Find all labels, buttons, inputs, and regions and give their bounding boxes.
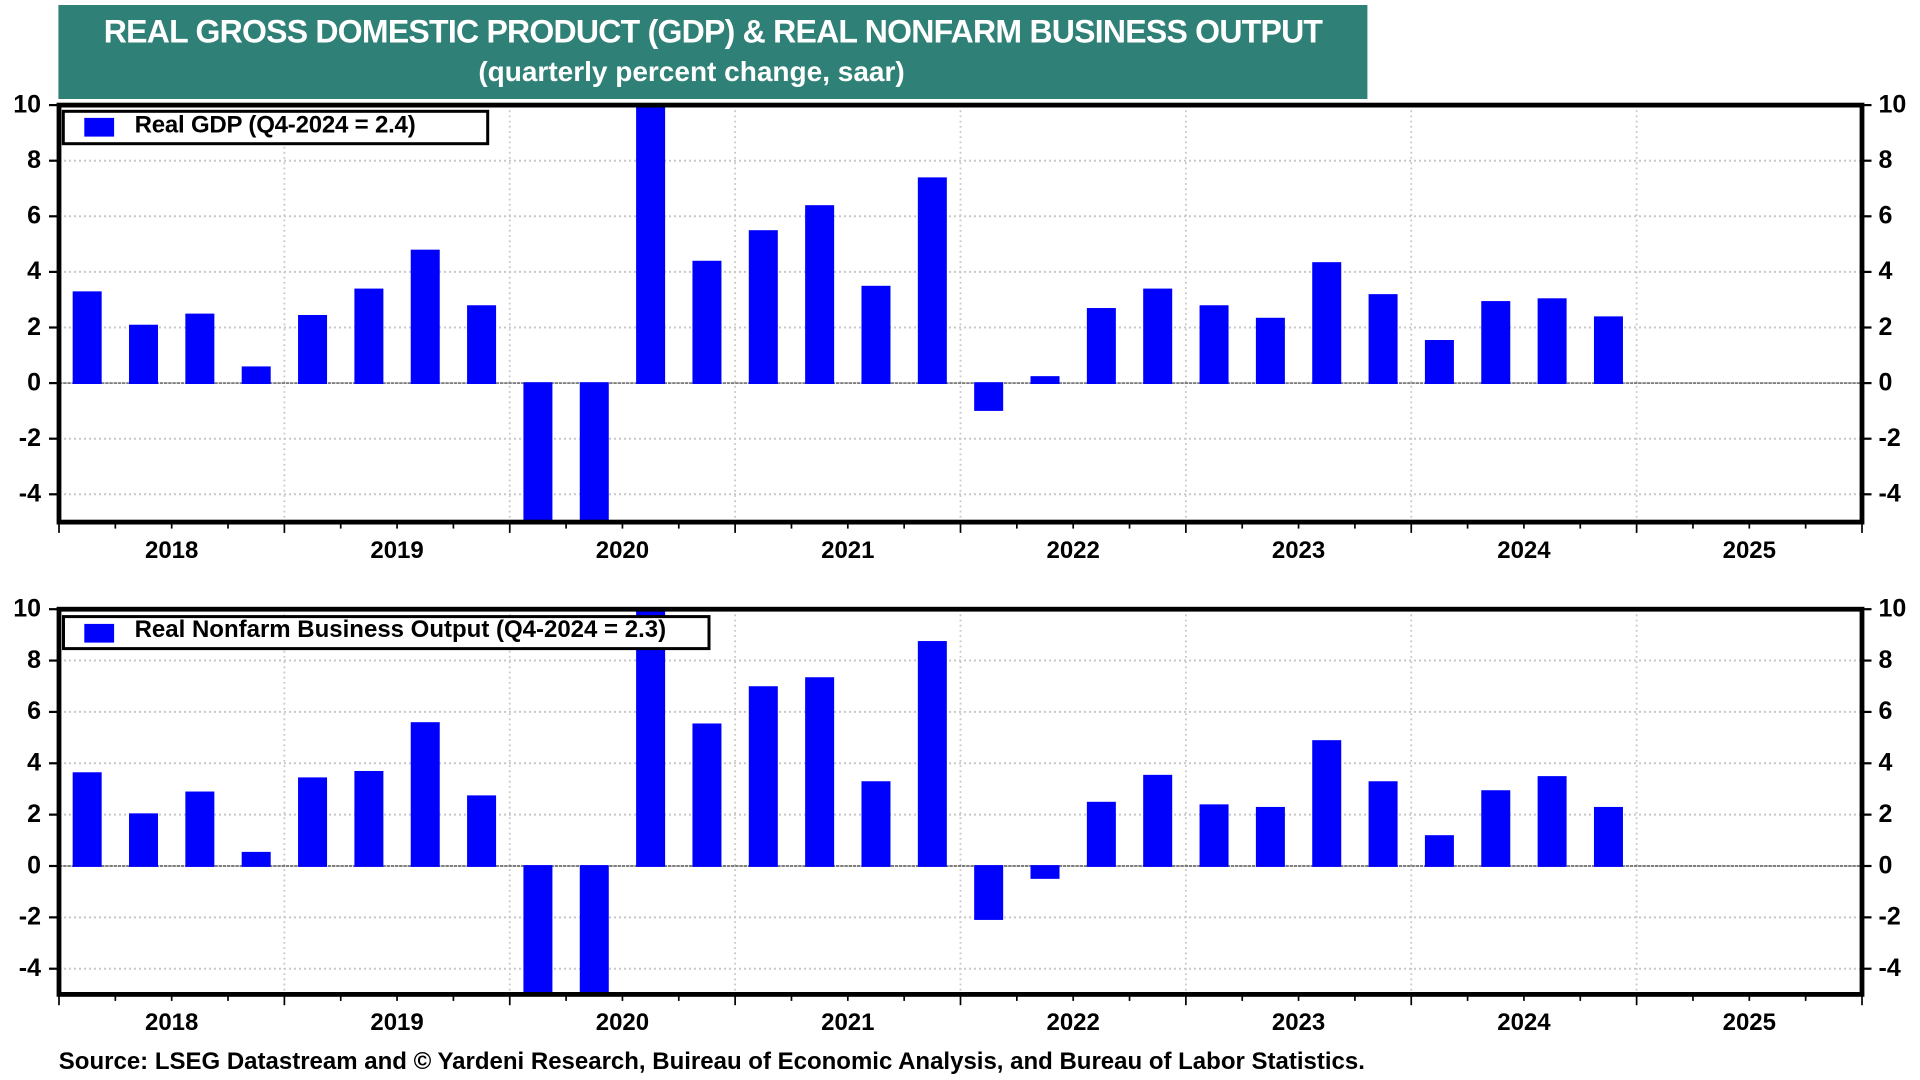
svg-text:2018: 2018 bbox=[145, 1009, 198, 1036]
svg-text:2021: 2021 bbox=[821, 1009, 874, 1036]
svg-text:2020: 2020 bbox=[596, 537, 649, 564]
svg-text:-4: -4 bbox=[19, 954, 41, 982]
svg-text:10: 10 bbox=[13, 90, 41, 118]
svg-text:2025: 2025 bbox=[1723, 1009, 1776, 1036]
svg-text:2022: 2022 bbox=[1046, 1009, 1099, 1036]
svg-text:-2: -2 bbox=[1879, 903, 1901, 931]
svg-text:4: 4 bbox=[27, 257, 41, 285]
svg-text:6: 6 bbox=[1879, 697, 1893, 725]
svg-text:2024: 2024 bbox=[1497, 537, 1551, 564]
svg-text:Source: LSEG Datastream and ©: Source: LSEG Datastream and © Yardeni Re… bbox=[59, 1048, 1365, 1075]
svg-text:-4: -4 bbox=[1879, 954, 1901, 982]
svg-text:2: 2 bbox=[27, 313, 41, 341]
svg-text:6: 6 bbox=[1879, 202, 1893, 230]
svg-text:2018: 2018 bbox=[145, 537, 198, 564]
svg-text:2022: 2022 bbox=[1046, 537, 1099, 564]
svg-text:-2: -2 bbox=[19, 903, 41, 931]
svg-text:8: 8 bbox=[27, 646, 41, 674]
svg-text:2025: 2025 bbox=[1723, 537, 1776, 564]
svg-text:2024: 2024 bbox=[1497, 1009, 1551, 1036]
svg-text:8: 8 bbox=[1879, 646, 1893, 674]
svg-text:2023: 2023 bbox=[1272, 537, 1325, 564]
svg-text:-2: -2 bbox=[19, 424, 41, 452]
svg-text:2023: 2023 bbox=[1272, 1009, 1325, 1036]
svg-text:4: 4 bbox=[1879, 257, 1893, 285]
svg-text:8: 8 bbox=[1879, 146, 1893, 174]
svg-text:10: 10 bbox=[1879, 595, 1907, 623]
svg-text:10: 10 bbox=[1879, 90, 1907, 118]
svg-text:2: 2 bbox=[1879, 313, 1893, 341]
svg-text:2021: 2021 bbox=[821, 537, 874, 564]
svg-text:4: 4 bbox=[1879, 749, 1893, 777]
svg-text:-4: -4 bbox=[19, 480, 41, 508]
svg-text:REAL GROSS DOMESTIC PRODUCT (G: REAL GROSS DOMESTIC PRODUCT (GDP) & REAL… bbox=[104, 14, 1324, 50]
svg-text:0: 0 bbox=[1879, 851, 1893, 879]
svg-text:10: 10 bbox=[13, 595, 41, 623]
svg-text:Real GDP (Q4-2024 = 2.4): Real GDP (Q4-2024 = 2.4) bbox=[135, 111, 416, 138]
svg-text:2: 2 bbox=[27, 800, 41, 828]
svg-text:-4: -4 bbox=[1879, 480, 1901, 508]
svg-text:0: 0 bbox=[27, 368, 41, 396]
svg-text:2: 2 bbox=[1879, 800, 1893, 828]
svg-text:Real Nonfarm Business Output (: Real Nonfarm Business Output (Q4-2024 = … bbox=[135, 616, 666, 643]
svg-text:8: 8 bbox=[27, 146, 41, 174]
svg-text:0: 0 bbox=[27, 851, 41, 879]
svg-text:2020: 2020 bbox=[596, 1009, 649, 1036]
svg-text:2019: 2019 bbox=[370, 537, 423, 564]
svg-text:6: 6 bbox=[27, 202, 41, 230]
svg-text:-2: -2 bbox=[1879, 424, 1901, 452]
svg-text:6: 6 bbox=[27, 697, 41, 725]
svg-text:(quarterly percent change, saa: (quarterly percent change, saar) bbox=[478, 56, 904, 87]
svg-text:0: 0 bbox=[1879, 368, 1893, 396]
svg-text:2019: 2019 bbox=[370, 1009, 423, 1036]
svg-text:4: 4 bbox=[27, 749, 41, 777]
